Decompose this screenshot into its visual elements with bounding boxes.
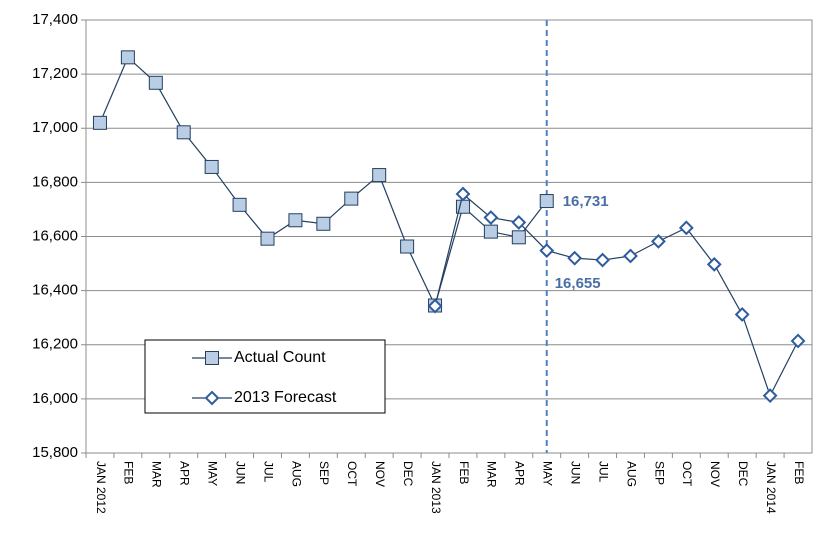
marker — [511, 215, 527, 230]
series-line — [99, 56, 548, 308]
x-tick-label: OCT — [345, 461, 359, 487]
marker — [204, 159, 219, 174]
marker — [288, 213, 303, 228]
x-tick-label: MAR — [485, 461, 499, 488]
x-tick-label: JUL — [596, 461, 610, 483]
marker — [539, 243, 555, 258]
annotation: 16,731 — [563, 193, 609, 210]
y-tick-label: 16,400 — [32, 282, 78, 299]
legend-label: Actual Count — [234, 349, 326, 366]
x-tick-label: JAN 2014 — [764, 461, 778, 514]
marker — [232, 197, 247, 212]
annotation: 16,655 — [555, 275, 601, 292]
x-tick-label: AUG — [289, 461, 303, 487]
marker — [316, 216, 331, 231]
marker — [120, 50, 135, 65]
x-tick-label: FEB — [457, 461, 471, 484]
x-tick-label: MAR — [150, 461, 164, 488]
x-tick-label: JUN — [568, 461, 582, 484]
marker — [651, 233, 666, 249]
marker — [260, 231, 275, 246]
y-tick-label: 17,400 — [32, 11, 78, 28]
y-tick-label: 17,000 — [32, 119, 78, 136]
marker — [790, 333, 806, 349]
marker — [734, 307, 750, 322]
marker — [204, 390, 220, 406]
marker — [148, 75, 163, 90]
x-tick-label: NOV — [373, 461, 387, 487]
series-line — [434, 192, 799, 398]
x-tick-label: MAY — [205, 461, 219, 486]
x-tick-label: JAN 2012 — [94, 461, 108, 514]
marker — [483, 210, 499, 225]
marker — [623, 248, 638, 264]
x-tick-label: AUG — [624, 461, 638, 487]
x-tick-label: APR — [178, 461, 192, 486]
x-tick-label: MAY — [541, 461, 555, 486]
y-tick-label: 16,600 — [32, 227, 78, 244]
x-tick-label: DEC — [401, 461, 415, 487]
legend-box — [144, 339, 386, 414]
marker — [400, 239, 415, 254]
marker — [595, 252, 610, 268]
x-tick-label: SEP — [317, 461, 331, 485]
x-tick-label: OCT — [680, 461, 694, 487]
marker — [92, 115, 107, 130]
marker — [539, 194, 554, 209]
marker — [567, 250, 583, 266]
y-tick-label: 16,200 — [32, 336, 78, 353]
marker — [483, 224, 498, 239]
x-tick-label: DEC — [736, 461, 750, 487]
marker — [762, 388, 778, 404]
y-tick-label: 17,200 — [32, 65, 78, 82]
y-tick-label: 16,800 — [32, 173, 78, 190]
x-tick-label: FEB — [122, 461, 136, 484]
marker — [344, 191, 359, 206]
x-tick-label: JAN 2013 — [429, 461, 443, 514]
y-tick-label: 15,800 — [32, 444, 78, 461]
x-tick-label: SEP — [652, 461, 666, 485]
marker — [678, 220, 694, 236]
marker — [706, 256, 722, 272]
x-tick-label: FEB — [792, 461, 806, 484]
marker — [205, 351, 219, 365]
marker — [511, 230, 526, 245]
x-tick-label: JUN — [233, 461, 247, 484]
marker — [427, 298, 443, 314]
marker — [455, 186, 471, 202]
marker — [372, 168, 387, 183]
y-tick-label: 16,000 — [32, 390, 78, 407]
x-tick-label: APR — [513, 461, 527, 486]
legend-label: 2013 Forecast — [234, 389, 337, 406]
x-tick-label: JUL — [261, 461, 275, 483]
marker — [176, 125, 191, 140]
x-tick-label: NOV — [708, 461, 722, 487]
